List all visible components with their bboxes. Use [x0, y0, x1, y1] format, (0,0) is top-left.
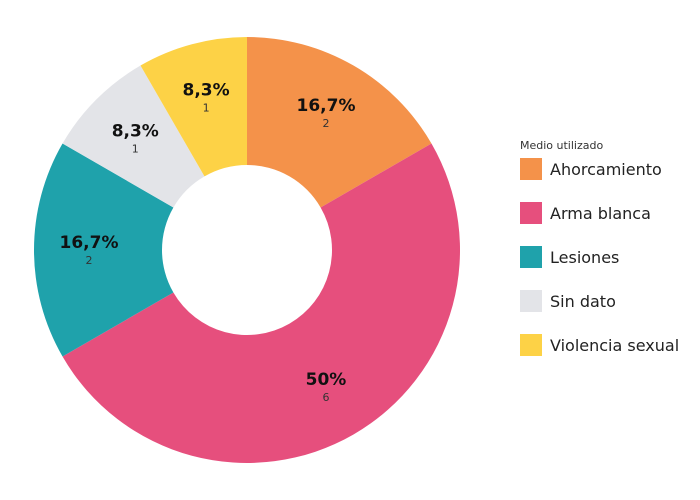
slice-count-label: 2: [323, 117, 330, 130]
legend-item-arma-blanca: Arma blanca: [520, 202, 679, 224]
slice-count-label: 2: [86, 254, 93, 267]
legend-swatch: [520, 158, 542, 180]
slice-count-label: 1: [132, 142, 139, 155]
slice-count-label: 1: [203, 101, 210, 114]
chart-legend: Medio utilizado Ahorcamiento Arma blanca…: [520, 139, 679, 378]
legend-swatch: [520, 290, 542, 312]
legend-swatch: [520, 334, 542, 356]
slice-violencia-sexual: [140, 37, 247, 177]
slice-percent-label: 8,3%: [183, 80, 230, 100]
slice-percent-label: 16,7%: [60, 233, 119, 253]
legend-item-lesiones: Lesiones: [520, 246, 679, 268]
slice-ahorcamiento: [247, 37, 432, 208]
legend-label: Violencia sexual: [550, 335, 680, 355]
slice-sin-dato: [62, 65, 205, 208]
legend-label: Sin dato: [550, 291, 616, 311]
slice-count-label: 6: [323, 391, 330, 404]
legend-swatch: [520, 246, 542, 268]
slice-percent-label: 50%: [306, 370, 347, 390]
legend-swatch: [520, 202, 542, 224]
legend-item-sin-dato: Sin dato: [520, 290, 679, 312]
legend-item-ahorcamiento: Ahorcamiento: [520, 158, 679, 180]
legend-label: Arma blanca: [550, 203, 651, 223]
legend-title: Medio utilizado: [520, 139, 604, 152]
legend-item-violencia-sexual: Violencia sexual: [520, 334, 679, 356]
slice-percent-label: 16,7%: [297, 96, 356, 116]
slice-arma-blanca: [62, 143, 460, 464]
slice-percent-label: 8,3%: [112, 121, 159, 141]
legend-label: Lesiones: [550, 247, 620, 267]
legend-label: Ahorcamiento: [550, 159, 662, 179]
slice-lesiones: [33, 143, 174, 357]
